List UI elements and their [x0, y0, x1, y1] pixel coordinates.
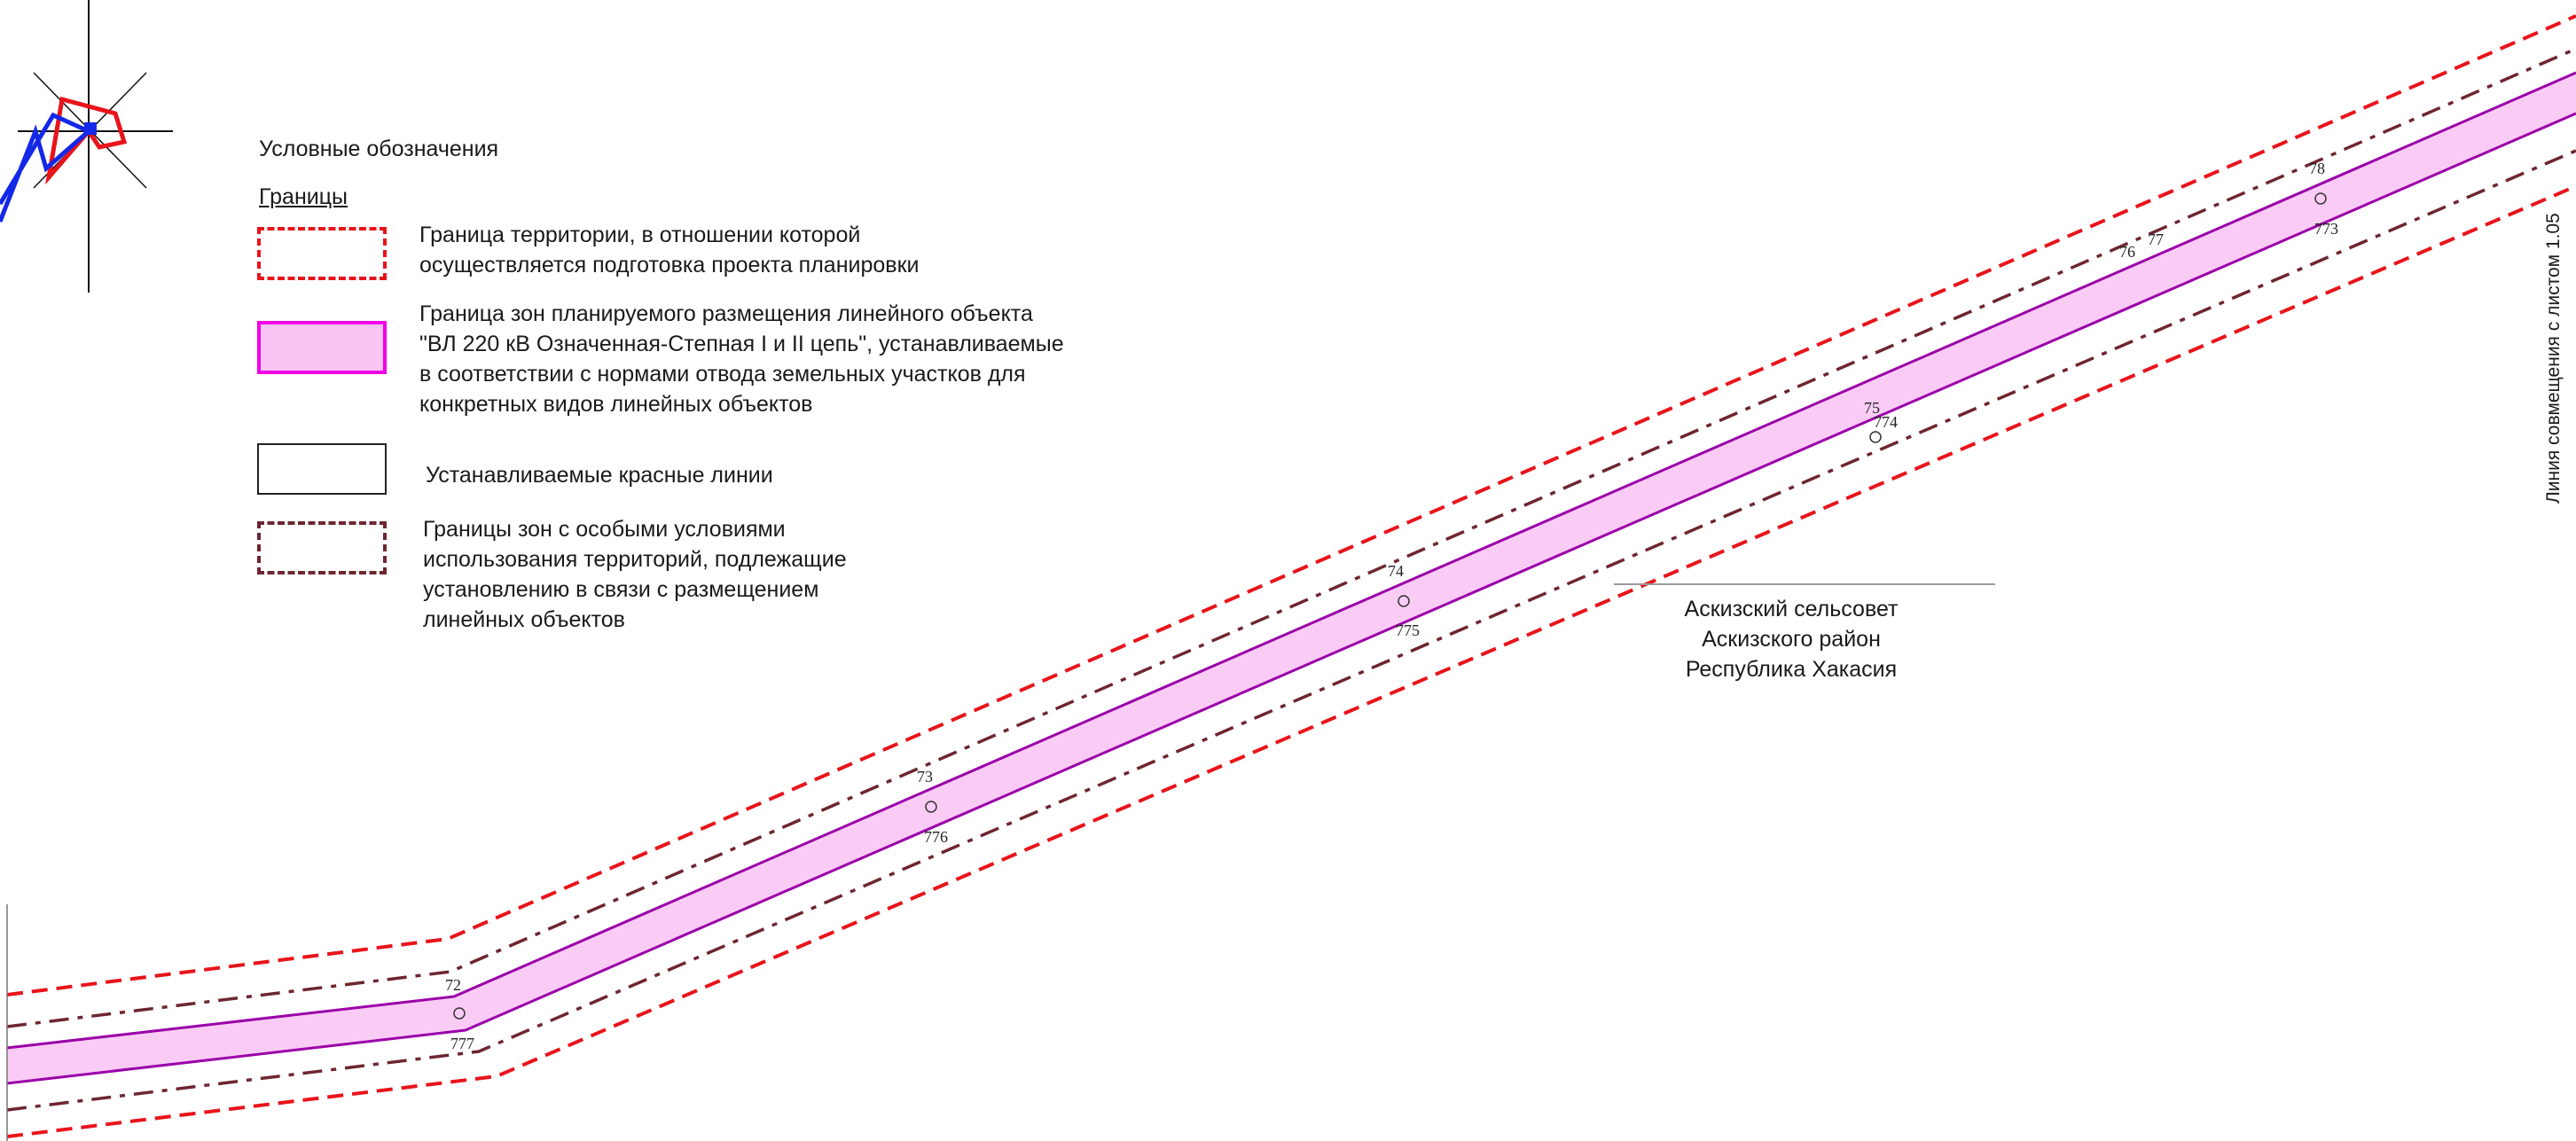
settlement-line-2: Аскизского район [1702, 627, 1881, 652]
sheet-matchline-note: Линия совмещения с листом 1.05 [2543, 213, 2564, 504]
legend-title: Условные обозначения [259, 137, 499, 161]
tower-72-label: 72 [445, 976, 461, 994]
tower-773-label: 773 [2314, 220, 2338, 238]
settlement-label: Аскизский сельсовет Аскизского район Рес… [1623, 594, 1960, 684]
tower-775-label: 775 [1396, 621, 1420, 639]
settlement-line-1: Аскизский сельсовет [1684, 597, 1899, 621]
legend-item-corridor: Граница зон планируемого размещения лине… [419, 301, 1064, 417]
legend-section-title: Границы [259, 184, 348, 209]
legend-item-red-lines: Устанавливаемые красные линии [426, 463, 773, 488]
special-zone-upper [6, 47, 2576, 1028]
tower-774-label: 774 [1874, 413, 1898, 431]
tower-marks [453, 192, 2327, 1020]
project-boundary-upper [6, 14, 2576, 996]
tower-74-label: 74 [1388, 562, 1404, 580]
legend-symbol-special-zones [257, 521, 387, 574]
legend-item-project-boundary: Граница территории, в отношении которой … [419, 223, 920, 277]
tower-73-label: 73 [917, 768, 933, 785]
corridor-upper-line [6, 71, 2576, 1050]
tower-75-label: 75 [1864, 399, 1880, 417]
tower-78-label: 78 [2309, 160, 2325, 177]
tower-777-label: 777 [450, 1035, 474, 1052]
tower-776-label: 776 [924, 828, 948, 846]
tower-76-label: 76 [2119, 243, 2135, 261]
legend-symbol-project-boundary [257, 227, 387, 280]
project-boundary-lower [6, 184, 2576, 1138]
tower-labels: 72 777 73 776 74 775 75 774 76 77 78 773 [445, 160, 2338, 1052]
corridor-lower-line [6, 112, 2576, 1085]
settlement-line-3: Республика Хакасия [1685, 657, 1898, 682]
legend-symbol-red-lines [257, 443, 387, 495]
legend-symbol-corridor [257, 321, 387, 374]
tower-77-label: 77 [2148, 231, 2164, 248]
special-zone-lower [6, 149, 2576, 1112]
compass-icon [0, 0, 173, 293]
corridor-fill [7, 73, 2576, 1083]
legend-item-special-zones: Границы зон с особыми условиями использо… [423, 517, 847, 632]
